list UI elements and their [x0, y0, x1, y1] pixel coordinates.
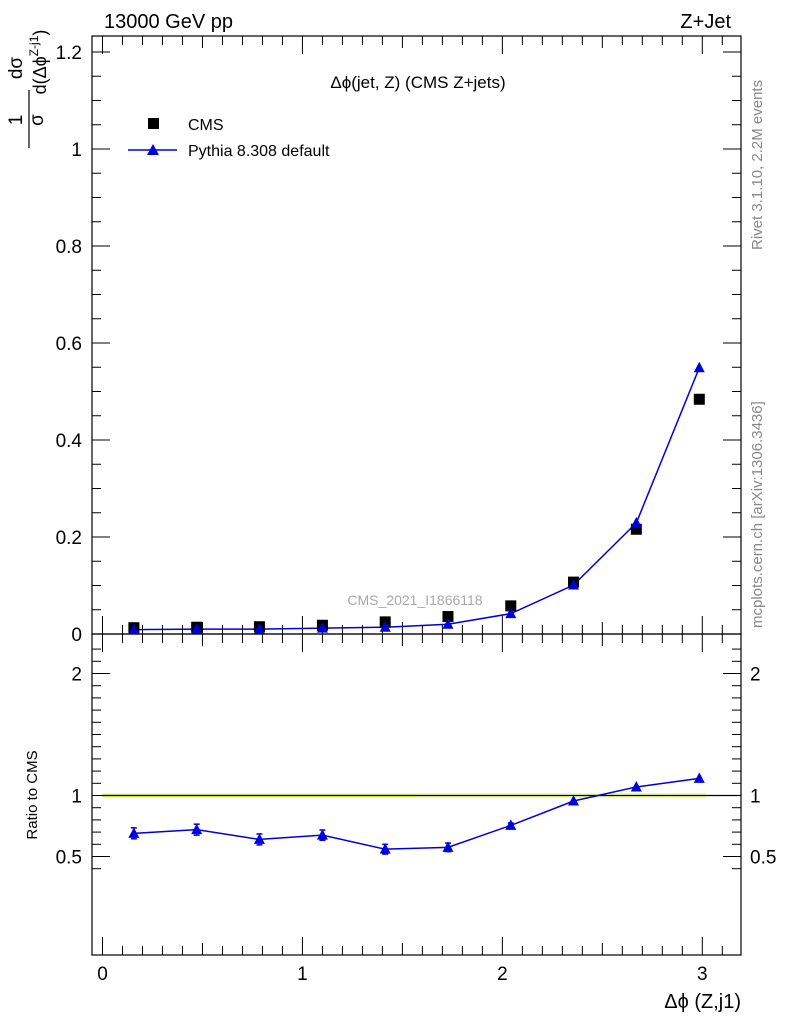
- cms-point: [505, 600, 517, 612]
- pythia-point: [379, 621, 391, 632]
- ratio-axis-ticks: 0 1 2 3 0.5 0.5 1 1 2 2: [56, 634, 776, 985]
- pythia-point: [505, 607, 517, 619]
- legend-cms-marker: [148, 118, 159, 129]
- pythia-point: [316, 622, 328, 633]
- ratio-point: [568, 794, 580, 806]
- ratio-y-tick-label-right: 0.5: [750, 848, 776, 869]
- pythia-point: [442, 618, 454, 629]
- main-y-tick-label: 0.6: [56, 334, 82, 355]
- cms-point: [442, 611, 454, 623]
- chart-title: Δϕ(jet, Z) (CMS Z+jets): [330, 73, 505, 92]
- x-tick-label: 1: [297, 964, 308, 985]
- ratio-point: [316, 829, 328, 840]
- ratio-panel-frame: [91, 633, 742, 956]
- ratio-y-tick-label-right: 1: [750, 787, 761, 808]
- main-y-tick-label: 0.8: [56, 237, 82, 258]
- main-y-axis-label: 1 σ dσ d(ΔϕZ-j1): [6, 30, 50, 148]
- ratio-point: [379, 843, 391, 854]
- main-y-tick-label: 0.2: [56, 528, 82, 549]
- svg-text:dσ: dσ: [6, 57, 27, 80]
- main-data-layer: [128, 361, 705, 635]
- pythia-point: [253, 623, 265, 634]
- ratio-point: [191, 823, 203, 835]
- ratio-y-tick-label: 0.5: [56, 848, 82, 869]
- rivet-version-label: Rivet 3.1.10, 2.2M events: [749, 80, 766, 250]
- svg-text:1: 1: [6, 115, 27, 126]
- source-label: mcplots.cern.ch [arXiv:1306.3436]: [749, 401, 766, 628]
- ratio-point: [253, 833, 265, 844]
- x-tick-label: 2: [497, 964, 508, 985]
- main-y-tick-label: 1: [71, 140, 82, 161]
- legend-pythia-marker: [147, 144, 159, 155]
- ratio-point: [630, 780, 642, 792]
- pythia-line: [133, 367, 700, 631]
- ratio-y-tick-label: 2: [71, 665, 82, 686]
- ratio-y-axis-label: Ratio to CMS: [24, 750, 41, 839]
- main-y-tick-label: 0.4: [56, 431, 83, 452]
- pythia-point: [568, 579, 580, 590]
- pythia-point: [693, 361, 705, 373]
- legend-cms-label: CMS: [188, 117, 224, 134]
- ratio-point: [505, 819, 517, 830]
- ratio-line: [133, 777, 700, 850]
- legend: CMS Pythia 8.308 default: [128, 117, 330, 160]
- header-left-label: 13000 GeV pp: [104, 11, 233, 33]
- x-tick-label: 3: [697, 964, 708, 985]
- ratio-y-tick-label-right: 2: [750, 665, 761, 686]
- ratio-data-layer: [102, 772, 741, 855]
- svg-text:d(ΔϕZ-j1): d(ΔϕZ-j1): [27, 30, 50, 95]
- ratio-point: [693, 772, 705, 783]
- cms-point: [630, 523, 642, 535]
- analysis-watermark: CMS_2021_I1866118: [347, 592, 482, 608]
- ratio-point: [442, 841, 454, 852]
- pythia-point: [191, 623, 203, 634]
- main-y-tick-label: 1.2: [56, 43, 82, 64]
- x-axis-label: Δϕ (Z,j1): [664, 991, 741, 1013]
- ratio-y-tick-label: 1: [71, 787, 82, 808]
- pythia-point: [128, 623, 140, 635]
- cms-point: [693, 393, 705, 405]
- ratio-point: [128, 827, 140, 838]
- header-right-label: Z+Jet: [680, 11, 731, 33]
- main-axis-ticks: 0 0.2 0.4 0.6 0.8 1 1.2: [56, 36, 741, 646]
- legend-pythia-label: Pythia 8.308 default: [188, 143, 330, 160]
- x-tick-label: 0: [97, 964, 108, 985]
- main-y-tick-label: 0: [71, 625, 82, 646]
- svg-text:σ: σ: [27, 114, 48, 126]
- pythia-point: [630, 516, 642, 528]
